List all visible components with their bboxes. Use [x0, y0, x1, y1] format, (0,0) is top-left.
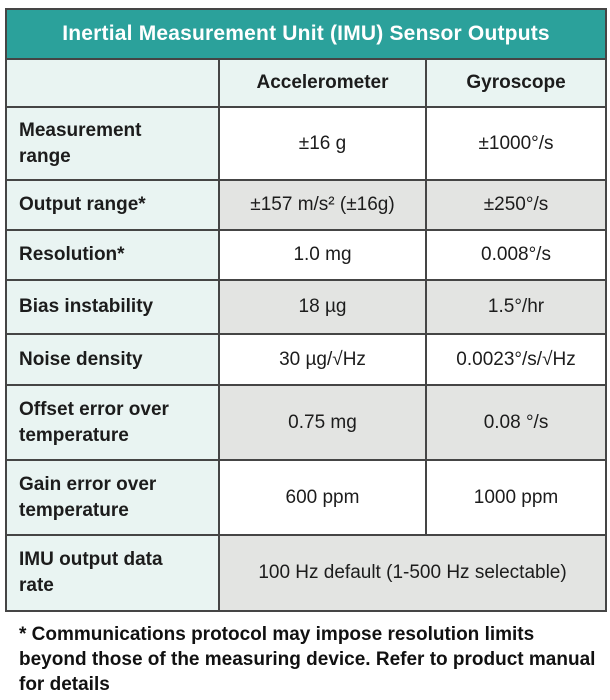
gyroscope-value-cell: ±250°/s — [424, 179, 608, 231]
row-label-offset-error: Offset error over temperature — [5, 384, 220, 461]
accelerometer-value-cell: ±157 m/s² (±16g) — [218, 179, 427, 231]
title-row: Inertial Measurement Unit (IMU) Sensor O… — [4, 8, 608, 60]
header-empty-cell — [5, 58, 220, 108]
header-gyroscope: Gyroscope — [424, 58, 608, 108]
table-row: Bias instability 18 µg 1.5°/hr — [5, 279, 608, 335]
gyroscope-value-cell: 0.08 °/s — [424, 384, 608, 461]
gyroscope-value-cell: 1.5°/hr — [424, 279, 608, 335]
accelerometer-value-cell: 30 µg/√Hz — [218, 333, 427, 386]
gyroscope-value-cell: 1000 ppm — [424, 459, 608, 536]
footnote: * Communications protocol may impose res… — [19, 624, 596, 696]
gyroscope-value-cell: 0.0023°/s/√Hz — [424, 333, 608, 386]
accelerometer-value-cell: 0.75 mg — [218, 384, 427, 461]
accelerometer-value-cell: 600 ppm — [218, 459, 427, 536]
table-row: IMU output data rate 100 Hz default (1-5… — [5, 534, 608, 612]
row-label-gain-error: Gain error over temperature — [5, 459, 220, 536]
header-accelerometer: Accelerometer — [218, 58, 427, 108]
accelerometer-value-cell: 18 µg — [218, 279, 427, 335]
table-row: Measurement range ±16 g ±1000°/s — [5, 106, 608, 181]
row-label-imu-output-data-rate: IMU output data rate — [5, 534, 220, 612]
row-label-measurement-range: Measurement range — [5, 106, 220, 181]
table-row: Offset error over temperature 0.75 mg 0.… — [5, 384, 608, 461]
row-label-output-range: Output range* — [5, 179, 220, 231]
column-header-row: Accelerometer Gyroscope — [5, 58, 608, 108]
table-row: Noise density 30 µg/√Hz 0.0023°/s/√Hz — [5, 333, 608, 386]
row-label-resolution: Resolution* — [5, 229, 220, 281]
table-row: Resolution* 1.0 mg 0.008°/s — [5, 229, 608, 281]
accelerometer-value-cell: ±16 g — [218, 106, 427, 181]
row-label-bias-instability: Bias instability — [5, 279, 220, 335]
table-row: Gain error over temperature 600 ppm 1000… — [5, 459, 608, 536]
accelerometer-value-cell: 1.0 mg — [218, 229, 427, 281]
gyroscope-value-cell: ±1000°/s — [424, 106, 608, 181]
table-title: Inertial Measurement Unit (IMU) Sensor O… — [4, 8, 608, 60]
merged-value-cell: 100 Hz default (1-500 Hz selectable) — [217, 534, 608, 612]
gyroscope-value-cell: 0.008°/s — [424, 229, 608, 281]
row-label-noise-density: Noise density — [5, 333, 220, 386]
table-row: Output range* ±157 m/s² (±16g) ±250°/s — [5, 179, 608, 231]
imu-spec-table: Inertial Measurement Unit (IMU) Sensor O… — [4, 8, 608, 612]
